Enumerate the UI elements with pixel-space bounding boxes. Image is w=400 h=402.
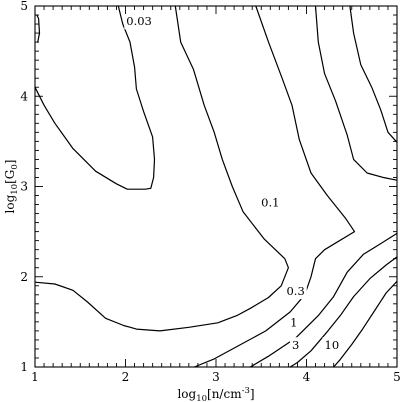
contour-line-1 <box>249 232 398 368</box>
contour-label-0-3: 0.3 <box>286 284 304 298</box>
contour-label-3: 3 <box>292 338 299 352</box>
contour-label-bg <box>284 283 307 300</box>
y-tick-label: 2 <box>20 270 28 284</box>
y-tick-label: 4 <box>20 89 28 103</box>
contour-label-0-1: 0.1 <box>261 196 279 210</box>
contour-label-bg <box>288 314 300 331</box>
x-tick-label: 3 <box>212 370 220 384</box>
contour-line-0-1 <box>34 5 289 332</box>
x-tick-label: 1 <box>31 370 39 384</box>
x-tick-label: 2 <box>122 370 130 384</box>
y-tick-label: 1 <box>20 360 28 374</box>
contour-label-1: 1 <box>290 316 297 330</box>
contour-labels: 0.03 0.1 0.3 1 3 10 <box>124 13 342 354</box>
x-tick-label: 5 <box>393 370 400 384</box>
contour-line-0-03 <box>36 14 41 43</box>
contour-label-bg <box>289 337 302 354</box>
x-axis-title: log10[n/cm-3] <box>177 386 254 402</box>
contour-label-bg <box>124 13 154 30</box>
axis-ticks: 1 2 3 4 5 1 2 3 4 5 <box>20 0 400 384</box>
contour-line-3 <box>349 5 398 143</box>
plot-frame <box>34 5 398 368</box>
contour-label-bg <box>259 194 282 211</box>
contour-line-0-3 <box>193 5 356 368</box>
contour-label-10: 10 <box>325 338 340 352</box>
y-tick-label: 5 <box>20 0 28 13</box>
contour-label-0-03: 0.03 <box>126 14 152 28</box>
contour-lines <box>34 5 398 368</box>
y-tick-label: 3 <box>20 180 28 194</box>
contour-label-bg <box>322 337 342 354</box>
contour-line-10 <box>333 280 398 368</box>
contour-line-1 <box>314 5 398 181</box>
y-axis-title: log10[G0] <box>3 160 20 214</box>
x-tick-label: 4 <box>303 370 311 384</box>
contour-line-0-03 <box>34 5 156 190</box>
contour-line-3 <box>289 256 398 368</box>
